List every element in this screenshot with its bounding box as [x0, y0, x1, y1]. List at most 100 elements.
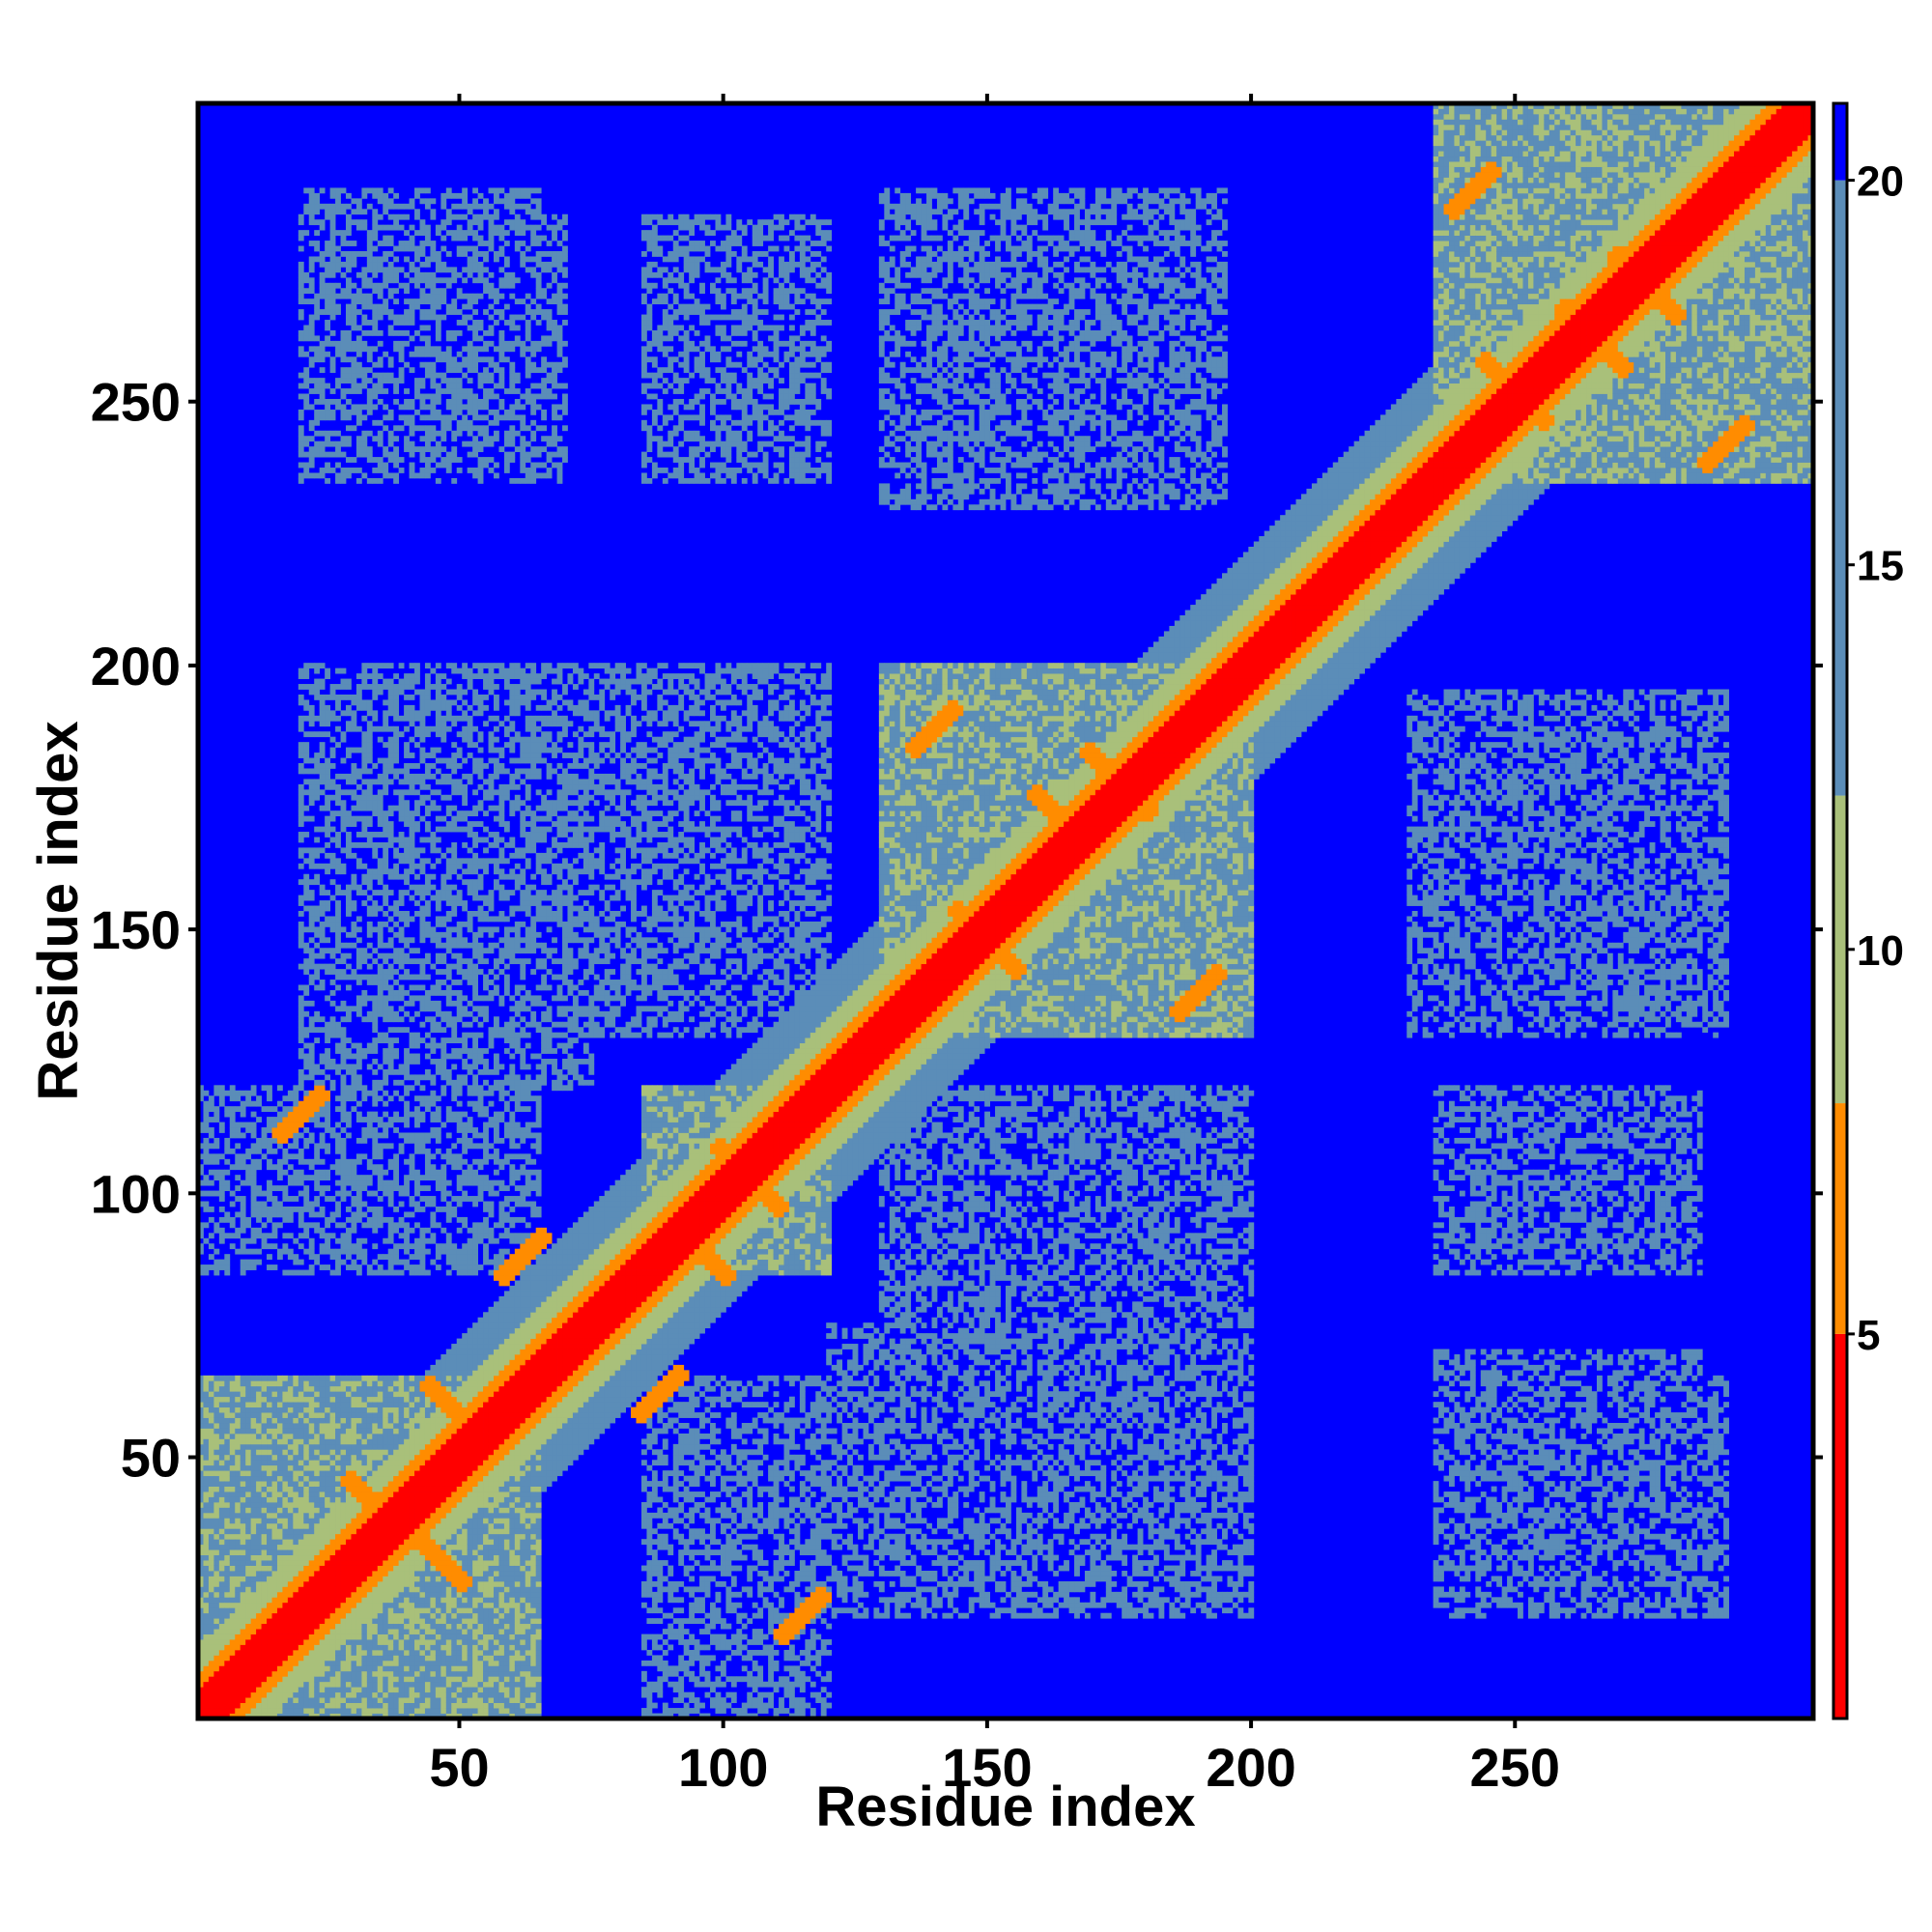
- heatmap-cell: [388, 1703, 394, 1709]
- heatmap-cell: [230, 1149, 236, 1154]
- heatmap-cell: [399, 1634, 405, 1640]
- heatmap-cell: [393, 1492, 399, 1497]
- heatmap-cell: [378, 1581, 384, 1587]
- heatmap-cell: [361, 1249, 367, 1255]
- heatmap-cell: [393, 695, 399, 700]
- heatmap-cell: [314, 219, 320, 225]
- heatmap-cell: [251, 1518, 257, 1523]
- heatmap-cell: [372, 1412, 378, 1418]
- heatmap-cell: [346, 1011, 352, 1017]
- heatmap-cell: [361, 1528, 367, 1534]
- heatmap-cell: [262, 1423, 268, 1429]
- heatmap-cell: [325, 251, 330, 257]
- heatmap-cell: [235, 1687, 241, 1692]
- heatmap-cell: [314, 768, 320, 774]
- heatmap-cell: [404, 1264, 410, 1270]
- heatmap-cell: [383, 1127, 388, 1133]
- heatmap-cell: [356, 1376, 362, 1381]
- heatmap-cell: [372, 763, 378, 769]
- heatmap-cell: [320, 1143, 326, 1149]
- heatmap-cell: [341, 1185, 347, 1191]
- heatmap-cell: [388, 436, 394, 441]
- heatmap-cell: [325, 1523, 330, 1529]
- heatmap-cell: [277, 1545, 283, 1550]
- heatmap-cell: [251, 1650, 257, 1656]
- heatmap-cell: [272, 1202, 278, 1208]
- heatmap-cell: [356, 1534, 362, 1540]
- heatmap-cell: [303, 1655, 309, 1661]
- heatmap-cell: [356, 414, 362, 420]
- heatmap-cell: [393, 1391, 399, 1397]
- heatmap-cell: [293, 1175, 298, 1180]
- heatmap-cell: [330, 294, 336, 299]
- heatmap-cell: [367, 906, 373, 912]
- heatmap-cell: [393, 1016, 399, 1022]
- heatmap-cell: [399, 1095, 405, 1101]
- heatmap-cell: [262, 1391, 268, 1397]
- heatmap-cell: [404, 1397, 410, 1403]
- heatmap-cell: [351, 304, 356, 310]
- heatmap-cell: [351, 1502, 356, 1508]
- heatmap-cell: [335, 838, 341, 843]
- heatmap-cell: [293, 1207, 298, 1212]
- heatmap-cell: [298, 1581, 304, 1587]
- heatmap-cell: [393, 214, 399, 220]
- heatmap-cell: [410, 1639, 415, 1645]
- heatmap-cell: [262, 1444, 268, 1450]
- heatmap-cell: [383, 1624, 388, 1630]
- heatmap-cell: [213, 1576, 219, 1581]
- heatmap-cell: [256, 1655, 262, 1661]
- heatmap-cell: [245, 1708, 251, 1714]
- heatmap-cell: [330, 1438, 336, 1444]
- heatmap-cell: [209, 1581, 214, 1587]
- heatmap-cell: [356, 1661, 362, 1666]
- heatmap-cell: [383, 1560, 388, 1566]
- heatmap-cell: [245, 1645, 251, 1651]
- heatmap-cell: [309, 1001, 315, 1007]
- heatmap-cell: [346, 1624, 352, 1630]
- heatmap-cell: [320, 847, 326, 853]
- heatmap-cell: [320, 1264, 326, 1270]
- heatmap-cell: [383, 1676, 388, 1682]
- heatmap-cell: [372, 1016, 378, 1022]
- heatmap-cell: [325, 1597, 330, 1603]
- heatmap-cell: [241, 1513, 246, 1519]
- heatmap-cell: [393, 1476, 399, 1482]
- heatmap-cell: [372, 1682, 378, 1688]
- heatmap-cell: [288, 1397, 294, 1403]
- heatmap-cell: [288, 1376, 294, 1381]
- heatmap-cell: [372, 388, 378, 394]
- heatmap-cell: [303, 1545, 309, 1550]
- heatmap-cell: [335, 858, 341, 864]
- heatmap-cell: [388, 452, 394, 458]
- heatmap-cell: [209, 1671, 214, 1677]
- heatmap-cell: [277, 1682, 283, 1688]
- heatmap-cell: [272, 1465, 278, 1471]
- heatmap-cell: [378, 1376, 384, 1381]
- heatmap-cell: [367, 1402, 373, 1407]
- heatmap-cell: [399, 1697, 405, 1703]
- heatmap-cell: [367, 1011, 373, 1017]
- heatmap-cell: [303, 847, 309, 853]
- heatmap-cell: [230, 1639, 236, 1645]
- heatmap-cell: [303, 1597, 309, 1603]
- heatmap-cell: [346, 410, 352, 415]
- heatmap-cell: [335, 1555, 341, 1561]
- heatmap-cell: [314, 246, 320, 252]
- heatmap-cell: [388, 1196, 394, 1202]
- heatmap-cell: [209, 1613, 214, 1619]
- heatmap-cell: [303, 705, 309, 711]
- heatmap-cell: [325, 890, 330, 895]
- heatmap-cell: [209, 1233, 214, 1238]
- heatmap-cell: [303, 1534, 309, 1540]
- heatmap-cell: [293, 1671, 298, 1677]
- heatmap-cell: [256, 1703, 262, 1709]
- heatmap-cell: [361, 1376, 367, 1381]
- heatmap-cell: [378, 1418, 384, 1424]
- heatmap-cell: [245, 1402, 251, 1407]
- heatmap-cell: [230, 1528, 236, 1534]
- heatmap-cell: [245, 1523, 251, 1529]
- heatmap-cell: [351, 309, 356, 315]
- heatmap-cell: [235, 1438, 241, 1444]
- heatmap-cell: [203, 1528, 209, 1534]
